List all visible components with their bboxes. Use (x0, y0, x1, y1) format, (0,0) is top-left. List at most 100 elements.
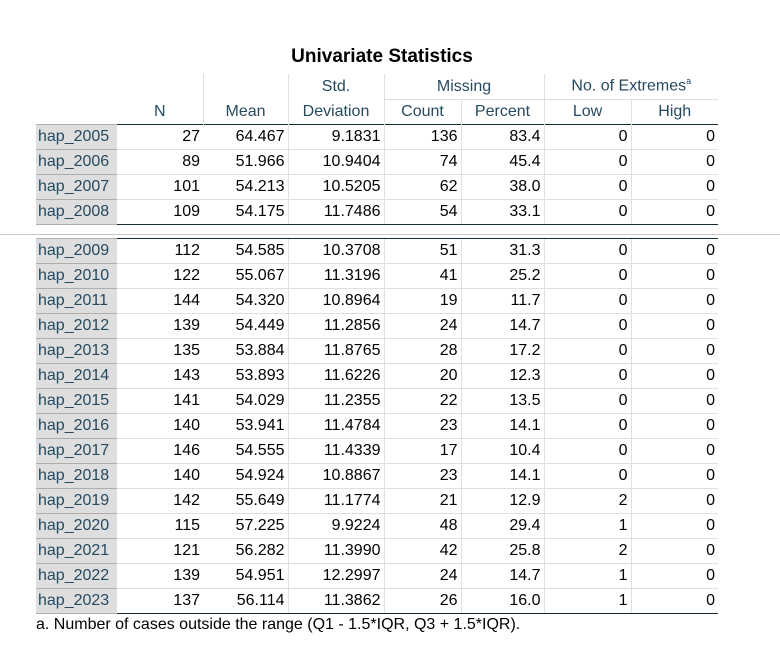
table-row: hap_2017 146 54.555 11.4339 17 10.4 0 0 (36, 438, 718, 464)
corner-cell-lower (36, 99, 117, 124)
extremes-high-cell: 0 (630, 338, 718, 364)
missing-percent-cell: 17.2 (460, 338, 544, 364)
missing-percent-cell: 12.9 (460, 488, 544, 514)
std-deviation-cell: 11.4784 (287, 413, 384, 439)
extremes-high-cell: 0 (630, 538, 718, 564)
table-body-top: hap_2005 27 64.467 9.1831 136 83.4 0 0 hap_2006 8… (36, 123, 718, 225)
std-header-line1: Std. (287, 74, 384, 99)
row-label: hap_2014 (36, 363, 117, 389)
mean-header-spacer (202, 74, 288, 99)
row-label: hap_2020 (36, 513, 117, 539)
extremes-low-cell: 2 (543, 488, 631, 514)
table-row: hap_2015 141 54.029 11.2355 22 13.5 0 0 (36, 388, 718, 414)
std-deviation-cell: 11.3990 (287, 538, 384, 564)
n-cell: 143 (117, 363, 203, 389)
row-label: hap_2013 (36, 338, 117, 364)
extremes-low-cell: 0 (543, 288, 631, 314)
row-label: hap_2006 (36, 149, 117, 175)
extremes-low-cell: 0 (543, 388, 631, 414)
table-row: hap_2005 27 64.467 9.1831 136 83.4 0 0 (36, 123, 718, 150)
mean-cell: 53.941 (203, 413, 288, 439)
missing-count-cell: 26 (383, 588, 461, 614)
std-deviation-cell: 11.8765 (287, 338, 384, 364)
n-cell: 27 (117, 123, 203, 150)
table-row: hap_2018 140 54.924 10.8867 23 14.1 0 0 (36, 463, 718, 489)
extremes-low-cell: 2 (543, 538, 631, 564)
row-label: hap_2011 (36, 288, 117, 314)
missing-count-cell: 19 (383, 288, 461, 314)
extremes-low-header: Low (543, 99, 631, 124)
n-cell: 139 (117, 563, 203, 589)
row-label: hap_2007 (36, 174, 117, 200)
extremes-high-cell: 0 (630, 363, 718, 389)
mean-cell: 55.649 (203, 488, 288, 514)
std-deviation-cell: 10.8964 (287, 288, 384, 314)
missing-percent-cell: 33.1 (460, 199, 544, 225)
mean-cell: 54.951 (203, 563, 288, 589)
table-title: Univariate Statistics (291, 46, 473, 67)
statistics-table-bottom: hap_2009 112 54.585 10.3708 51 31.3 0 0 hap_2010… (36, 238, 718, 614)
row-label: hap_2016 (36, 413, 117, 439)
n-cell: 135 (117, 338, 203, 364)
std-deviation-cell: 10.9404 (287, 149, 384, 175)
extremes-low-cell: 1 (543, 513, 631, 539)
n-cell: 141 (117, 388, 203, 414)
n-cell: 112 (117, 238, 203, 264)
extremes-low-cell: 1 (543, 588, 631, 614)
mean-cell: 54.585 (203, 238, 288, 264)
row-label: hap_2018 (36, 463, 117, 489)
std-deviation-cell: 11.3862 (287, 588, 384, 614)
table-row: hap_2014 143 53.893 11.6226 20 12.3 0 0 (36, 363, 718, 389)
std-header-line2: Deviation (287, 99, 384, 124)
std-deviation-cell: 10.5205 (287, 174, 384, 200)
extremes-low-cell: 0 (543, 438, 631, 464)
table-row: hap_2019 142 55.649 11.1774 21 12.9 2 0 (36, 488, 718, 514)
extremes-high-cell: 0 (630, 563, 718, 589)
extremes-high-cell: 0 (630, 238, 718, 264)
table-row: hap_2020 115 57.225 9.9224 48 29.4 1 0 (36, 513, 718, 539)
extremes-high-cell: 0 (630, 199, 718, 225)
extremes-low-cell: 0 (543, 313, 631, 339)
extremes-high-cell: 0 (630, 288, 718, 314)
extremes-high-cell: 0 (630, 513, 718, 539)
mean-cell: 54.449 (203, 313, 288, 339)
missing-count-cell: 17 (383, 438, 461, 464)
n-cell: 89 (117, 149, 203, 175)
missing-count-cell: 23 (383, 413, 461, 439)
missing-percent-cell: 14.7 (460, 313, 544, 339)
extremes-low-cell: 0 (543, 263, 631, 289)
n-cell: 121 (117, 538, 203, 564)
table-row: hap_2023 137 56.114 11.3862 26 16.0 1 0 (36, 588, 718, 614)
corner-cell (36, 74, 117, 99)
table-row: hap_2009 112 54.585 10.3708 51 31.3 0 0 (36, 238, 718, 264)
missing-count-cell: 74 (383, 149, 461, 175)
std-deviation-cell: 10.8867 (287, 463, 384, 489)
mean-cell: 53.893 (203, 363, 288, 389)
n-cell: 142 (117, 488, 203, 514)
extremes-high-cell: 0 (630, 413, 718, 439)
mean-cell: 54.175 (203, 199, 288, 225)
std-deviation-cell: 9.9224 (287, 513, 384, 539)
missing-percent-cell: 14.1 (460, 413, 544, 439)
missing-count-cell: 136 (383, 123, 461, 150)
table-row: hap_2016 140 53.941 11.4784 23 14.1 0 0 (36, 413, 718, 439)
n-cell: 140 (117, 413, 203, 439)
extremes-high-cell: 0 (630, 488, 718, 514)
page-break-divider (0, 234, 780, 235)
mean-cell: 54.555 (203, 438, 288, 464)
row-label: hap_2012 (36, 313, 117, 339)
std-deviation-cell: 11.1774 (287, 488, 384, 514)
std-deviation-cell: 11.7486 (287, 199, 384, 225)
missing-count-cell: 51 (383, 238, 461, 264)
missing-percent-cell: 25.2 (460, 263, 544, 289)
missing-percent-cell: 31.3 (460, 238, 544, 264)
extremes-high-header: High (630, 99, 718, 124)
missing-percent-cell: 10.4 (460, 438, 544, 464)
mean-cell: 54.029 (203, 388, 288, 414)
table-row: hap_2011 144 54.320 10.8964 19 11.7 0 0 (36, 288, 718, 314)
mean-cell: 56.114 (203, 588, 288, 614)
extremes-low-cell: 1 (543, 563, 631, 589)
missing-percent-cell: 12.3 (460, 363, 544, 389)
missing-count-cell: 22 (383, 388, 461, 414)
